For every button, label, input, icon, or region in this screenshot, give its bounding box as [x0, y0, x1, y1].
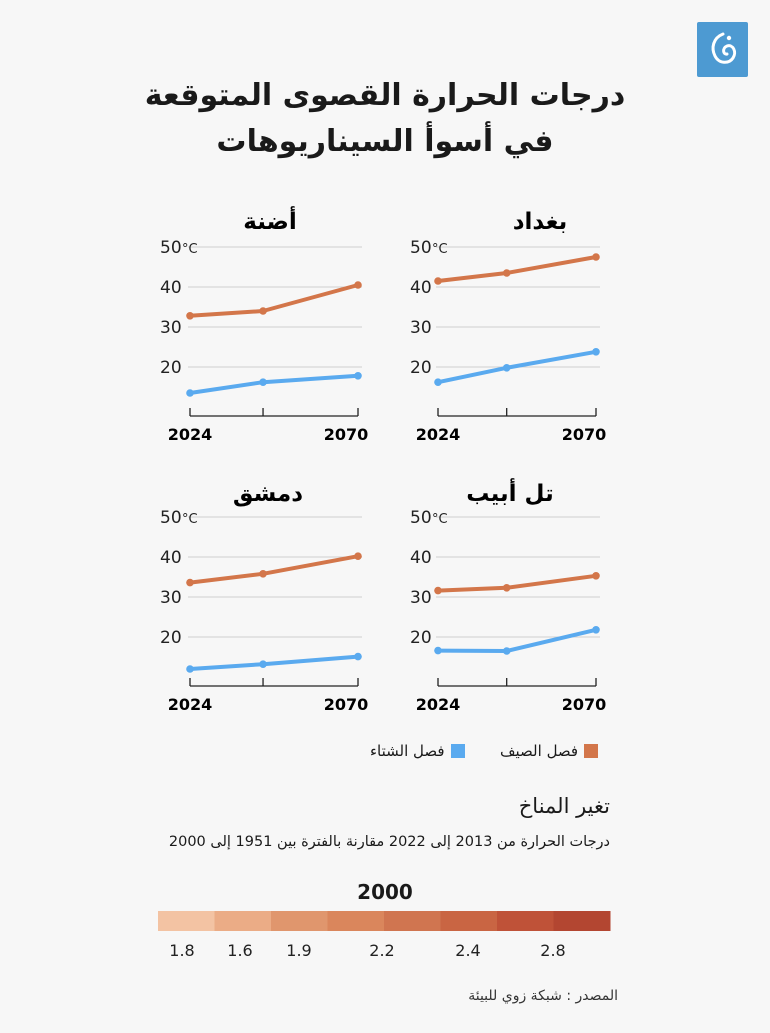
summer-point: [186, 578, 194, 587]
legend-winter-label: فصل الشتاء: [370, 742, 445, 760]
y-tick-label: 30: [160, 318, 182, 338]
y-tick-label: 30: [410, 588, 432, 608]
source-text: المصدر : شبكة زوي للبيئة: [468, 988, 618, 1004]
y-tick-label: 50: [160, 508, 182, 528]
y-tick-label: 30: [410, 318, 432, 338]
scale-segment: [497, 911, 554, 931]
chart-1: أضنة 20 30 40 50 °C 2024 2070: [160, 205, 368, 444]
unit-label: °C: [432, 512, 448, 527]
winter-point: [502, 364, 511, 372]
summer-line: [188, 554, 360, 585]
x-tick-label: 2070: [562, 695, 607, 714]
subtitle: درجات الحرارة من 2013 إلى 2022 مقارنة با…: [168, 834, 610, 850]
y-tick-label: 20: [410, 628, 432, 648]
winter-point: [259, 378, 267, 387]
x-tick-label: 2070: [562, 425, 607, 444]
summer-swatch: [584, 744, 599, 758]
summer-line: [436, 255, 598, 283]
legend-winter: فصل الشتاء: [370, 742, 465, 760]
unit-label: °C: [432, 242, 448, 257]
winter-point: [434, 646, 442, 655]
x-tick-label: 2024: [168, 695, 213, 714]
summer-point: [592, 253, 600, 261]
winter-line: [436, 627, 598, 653]
scale-segment: [384, 911, 441, 931]
y-tick-label: 40: [160, 548, 182, 568]
winter-swatch: [450, 744, 465, 758]
scale-title: 2000: [357, 880, 413, 904]
summer-line: [436, 573, 598, 593]
y-tick-label: 40: [410, 278, 432, 298]
x-tick-label: 2070: [324, 695, 369, 714]
summer-point: [354, 552, 362, 560]
winter-point: [502, 647, 511, 655]
summer-line: [188, 283, 360, 318]
chart-2: تل أبيب 20 30 40 50 °C 2024 2070: [410, 477, 606, 714]
y-tick-label: 50: [410, 508, 432, 528]
x-tick-label: 2070: [324, 425, 369, 444]
scale-segment: [440, 911, 498, 931]
chart-title: أضنة: [243, 205, 296, 235]
title-line-1: درجات الحرارة القصوى المتوقعة: [144, 78, 626, 113]
scale-label: 1.6: [227, 941, 252, 960]
summer-point: [186, 312, 194, 320]
winter-line: [188, 654, 360, 671]
section-title: تغير المناخ: [518, 794, 610, 818]
winter-point: [434, 378, 442, 387]
scale-segment: [214, 911, 272, 931]
y-tick-label: 30: [160, 588, 182, 608]
scale-label: 1.8: [169, 941, 194, 960]
y-tick-label: 20: [410, 358, 432, 378]
summer-point: [434, 277, 442, 285]
winter-point: [592, 626, 600, 634]
chart-3: دمشق 20 30 40 50 °C 2024 2070: [160, 481, 368, 714]
x-tick-label: 2024: [416, 425, 461, 444]
winter-point: [186, 389, 194, 397]
scale-segment: [553, 911, 611, 931]
summer-point: [259, 307, 267, 315]
y-tick-label: 20: [160, 628, 182, 648]
aljazeera-logo-icon: [697, 22, 748, 77]
y-tick-label: 40: [410, 548, 432, 568]
chart-title: بغداد: [513, 209, 568, 235]
winter-point: [354, 652, 362, 661]
winter-point: [592, 348, 600, 356]
y-tick-label: 40: [160, 278, 182, 298]
x-tick-label: 2024: [168, 425, 213, 444]
winter-point: [259, 660, 267, 668]
chart-title: دمشق: [233, 481, 303, 507]
summer-point: [502, 584, 511, 592]
summer-point: [592, 572, 600, 580]
unit-label: °C: [182, 242, 198, 257]
x-tick-label: 2024: [416, 695, 461, 714]
scale-segment: [327, 911, 385, 931]
y-tick-label: 50: [160, 238, 182, 258]
scale-segment: [271, 911, 328, 931]
y-tick-label: 50: [410, 238, 432, 258]
y-tick-label: 20: [160, 358, 182, 378]
summer-point: [502, 269, 511, 277]
scale-label: 2.8: [540, 941, 565, 960]
scale-segment: [158, 911, 215, 931]
winter-point: [186, 665, 194, 673]
winter-line: [188, 373, 360, 395]
chart-0: بغداد 20 30 40 50 °C 2024 2070: [410, 209, 606, 444]
scale-label: 2.2: [369, 941, 394, 960]
summer-point: [354, 281, 362, 289]
summer-point: [259, 570, 267, 578]
chart-title: تل أبيب: [466, 477, 553, 507]
winter-point: [354, 372, 362, 380]
title-line-2: في أسوأ السيناريوهات: [216, 124, 554, 159]
unit-label: °C: [182, 512, 198, 527]
color-scale: 1.8 1.6 1.9 2.2 2.4 2.8: [158, 911, 611, 960]
legend-summer: فصل الصيف: [500, 742, 599, 760]
summer-point: [434, 586, 442, 595]
scale-label: 2.4: [455, 941, 480, 960]
scale-label: 1.9: [286, 941, 311, 960]
legend-summer-label: فصل الصيف: [500, 742, 579, 760]
